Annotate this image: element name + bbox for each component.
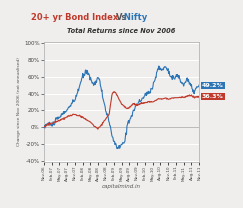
Text: 49.2%: 49.2% (202, 83, 224, 88)
Text: Vs: Vs (116, 13, 127, 22)
Y-axis label: Change since Nov 2006 (not annualised): Change since Nov 2006 (not annualised) (17, 57, 21, 146)
Text: 20+ yr Bond Index: 20+ yr Bond Index (31, 13, 122, 22)
Text: 36.3%: 36.3% (202, 94, 224, 99)
Text: Total Returns since Nov 2006: Total Returns since Nov 2006 (67, 28, 176, 34)
Text: Nifty: Nifty (122, 13, 148, 22)
X-axis label: capitalmind.in: capitalmind.in (102, 184, 141, 189)
